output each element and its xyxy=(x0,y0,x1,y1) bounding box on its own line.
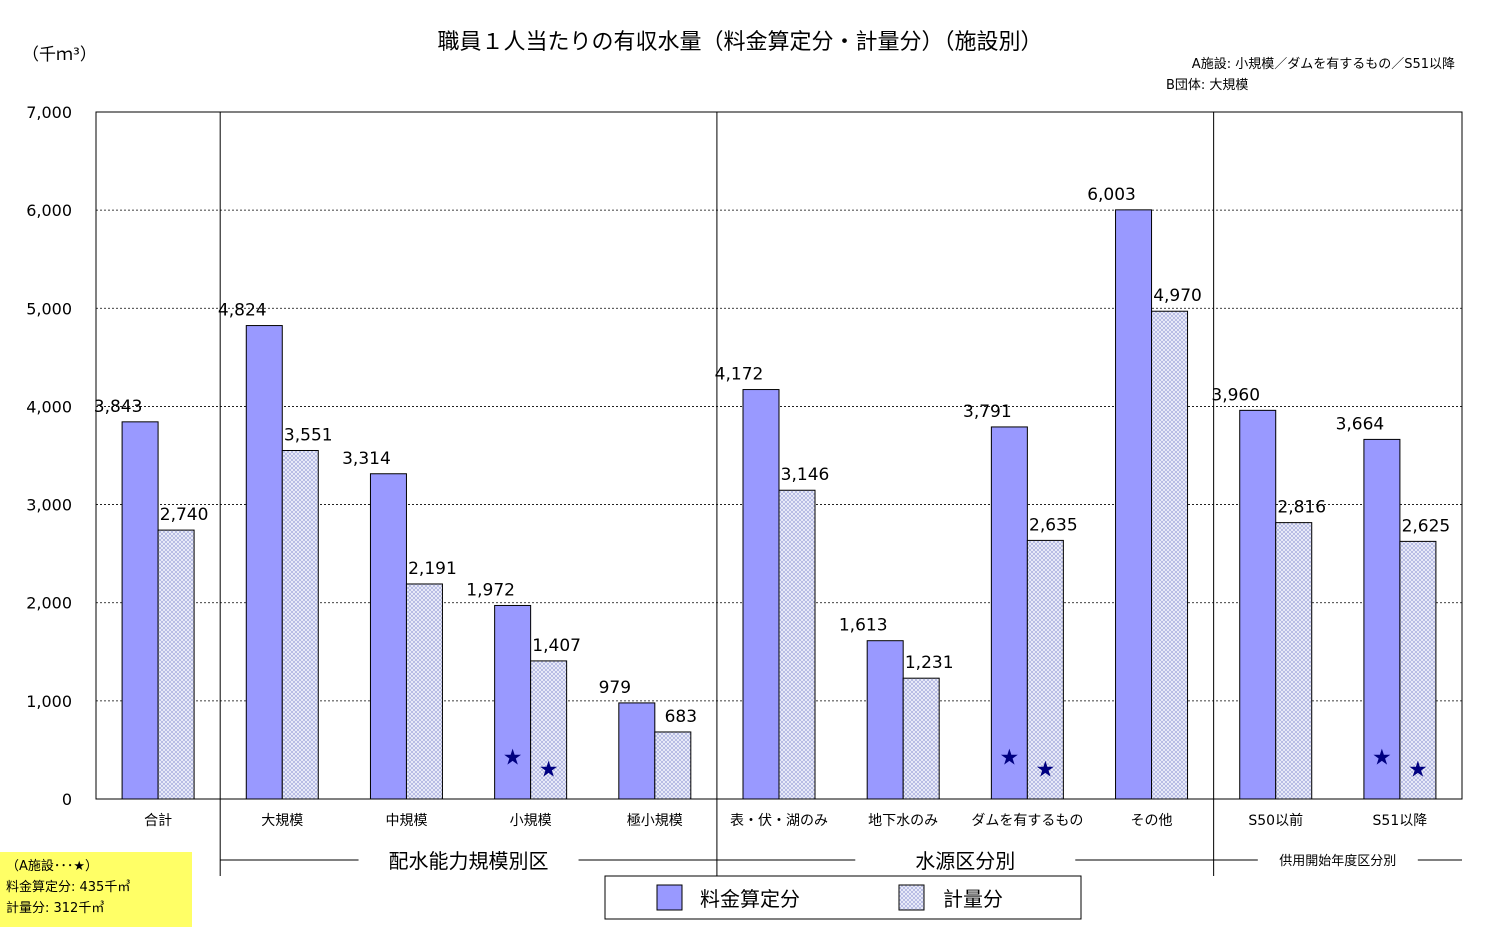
bar-series1 xyxy=(1115,209,1153,800)
star-markers: ★ ★ ★ ★ ★ ★ xyxy=(503,745,1428,782)
y-tick-label: 1,000 xyxy=(26,692,72,711)
data-label: 4,172 xyxy=(715,365,764,385)
data-label: 4,824 xyxy=(218,301,267,321)
data-label: 1,407 xyxy=(532,636,581,656)
bar-series1 xyxy=(1363,438,1401,800)
category-label: ダムを有するもの xyxy=(971,813,1083,829)
y-axis-ticks: 7,000 6,000 5,000 4,000 3,000 2,000 1,000 0 xyxy=(26,103,72,809)
bar-series1 xyxy=(121,421,159,800)
legend: 料金算定分 計量分 xyxy=(604,875,1082,920)
category-label: 表・伏・湖のみ xyxy=(730,813,828,829)
data-label: 1,231 xyxy=(905,653,954,673)
a-facility-note: （A施設･･･★） 料金算定分: 435千㎥ 計量分: 312千㎥ xyxy=(0,852,192,927)
y-tick-label: 4,000 xyxy=(26,397,72,416)
y-axis-unit: （千ｍ³） xyxy=(22,45,97,65)
bar-series1 xyxy=(494,604,532,800)
data-label: 3,791 xyxy=(963,402,1012,422)
category-label: 極小規模 xyxy=(627,813,683,829)
category-label: 地下水のみ xyxy=(868,813,938,829)
star-marker: ★ xyxy=(1035,757,1055,782)
bar-series2 xyxy=(281,449,319,800)
group-labels: 配水能力規模別区 水源区分別 供用開始年度区分別 xyxy=(389,849,1397,873)
category-labels: 合計 大規模 中規模 小規模 極小規模 表・伏・湖のみ 地下水のみ ダムを有するもの その他 S5… xyxy=(144,812,1427,829)
y-tick-label: 6,000 xyxy=(26,201,72,220)
group-label: 供用開始年度区分別 xyxy=(1279,853,1396,869)
bar-series1 xyxy=(742,389,780,800)
data-label: 979 xyxy=(599,678,631,698)
bar-series2 xyxy=(1026,539,1064,800)
bar-series2 xyxy=(778,489,816,800)
bar-series1 xyxy=(866,640,904,800)
data-label: 4,970 xyxy=(1153,286,1202,306)
category-label: 小規模 xyxy=(510,813,552,829)
bar-series2 xyxy=(1151,310,1189,800)
star-marker: ★ xyxy=(1372,745,1392,770)
star-marker: ★ xyxy=(503,745,523,770)
data-labels: 3,843 2,740 4,824 3,551 3,314 2,191 1,972 1,407… xyxy=(94,185,1450,727)
data-label: 3,551 xyxy=(284,425,333,445)
y-tick-label: 2,000 xyxy=(26,594,72,613)
category-label: S51以降 xyxy=(1373,813,1428,829)
group-separators xyxy=(219,112,1462,876)
y-tick-label: 3,000 xyxy=(26,496,72,515)
bar-series1 xyxy=(245,325,283,800)
data-label: 683 xyxy=(665,707,697,727)
data-label: 2,740 xyxy=(160,505,209,525)
a-facility-note-title: （A施設･･･★） xyxy=(6,859,99,874)
bar-series2 xyxy=(1275,522,1313,800)
facility-note-a: A施設: 小規模／ダムを有するもの／S51以降 xyxy=(1192,56,1455,72)
data-label: 1,613 xyxy=(839,616,888,636)
bar-series2 xyxy=(530,660,568,800)
data-label: 3,843 xyxy=(94,397,143,417)
y-tick-label: 0 xyxy=(62,790,72,809)
bar-series1 xyxy=(1239,409,1277,800)
y-tick-label: 7,000 xyxy=(26,103,72,122)
data-label: 3,960 xyxy=(1211,385,1260,405)
bar-series2 xyxy=(405,583,443,800)
y-tick-label: 5,000 xyxy=(26,299,72,318)
star-marker: ★ xyxy=(999,745,1019,770)
bar-series1 xyxy=(618,702,656,800)
legend-label-series2: 計量分 xyxy=(943,887,1003,911)
data-label: 2,635 xyxy=(1029,515,1078,535)
bar-series2 xyxy=(902,677,940,800)
bars xyxy=(121,209,1437,800)
bar-series1 xyxy=(990,426,1028,800)
star-marker: ★ xyxy=(539,757,559,782)
legend-box xyxy=(604,875,1082,920)
data-label: 3,664 xyxy=(1336,414,1385,434)
bar-series2 xyxy=(1399,540,1437,800)
group-label: 配水能力規模別区 xyxy=(389,849,549,873)
a-facility-note-series1: 料金算定分: 435千㎥ xyxy=(6,880,131,895)
star-marker: ★ xyxy=(1408,757,1428,782)
category-label: S50以前 xyxy=(1248,812,1303,829)
data-label: 3,314 xyxy=(342,449,391,469)
group-label: 水源区分別 xyxy=(915,849,1015,873)
category-label: 中規模 xyxy=(385,813,427,829)
category-label: その他 xyxy=(1131,813,1173,829)
legend-label-series1: 料金算定分 xyxy=(700,887,800,911)
bar-series2 xyxy=(157,529,195,800)
chart-title: 職員１人当たりの有収水量（料金算定分・計量分）（施設別） xyxy=(437,30,1042,55)
data-label: 2,816 xyxy=(1277,498,1326,518)
legend-swatch-series2 xyxy=(898,884,925,911)
data-label: 3,146 xyxy=(781,465,830,485)
data-label: 2,625 xyxy=(1402,516,1451,536)
facility-note-b: B団体: 大規模 xyxy=(1166,78,1248,93)
data-label: 6,003 xyxy=(1087,185,1136,205)
data-label: 2,191 xyxy=(408,559,457,579)
legend-swatch-series1 xyxy=(656,884,683,911)
category-label: 大規模 xyxy=(261,813,303,829)
bar-series1 xyxy=(369,473,407,800)
bar-series2 xyxy=(654,731,692,800)
data-label: 1,972 xyxy=(466,580,515,600)
a-facility-note-series2: 計量分: 312千㎥ xyxy=(6,901,105,916)
category-label: 合計 xyxy=(144,813,172,829)
